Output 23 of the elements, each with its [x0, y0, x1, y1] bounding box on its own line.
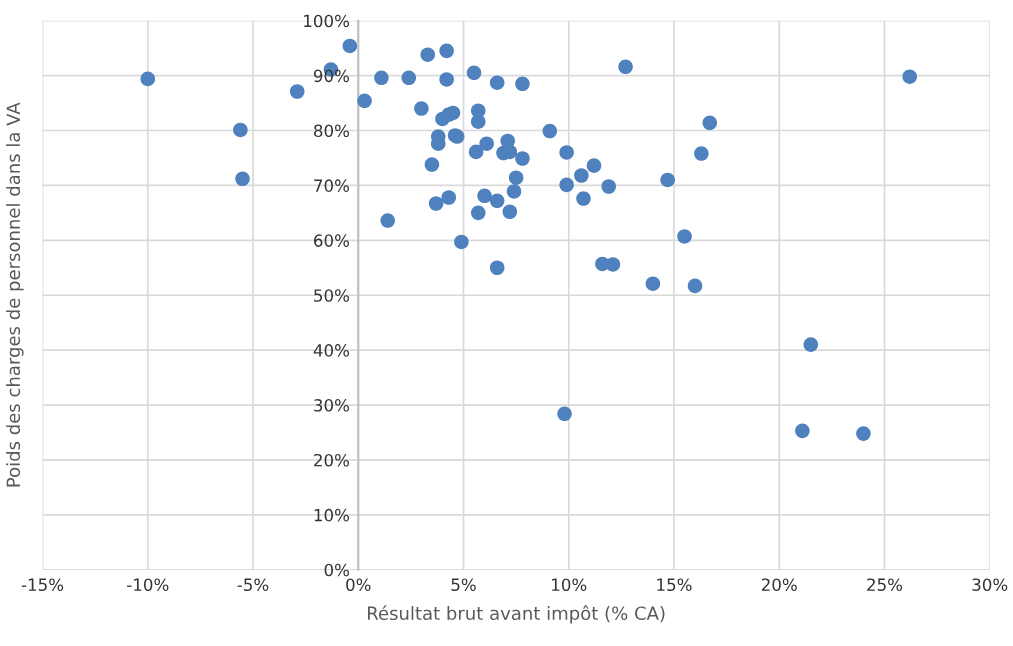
y-tick-label: 40%: [313, 344, 350, 357]
y-tick-label: 60%: [314, 234, 350, 247]
x-tick-label: 10%: [552, 578, 587, 592]
x-tick-label: 30%: [972, 578, 1008, 592]
x-tick-label: 15%: [657, 578, 692, 592]
x-tick-label: 25%: [867, 578, 903, 592]
y-tick-label: 70%: [314, 179, 350, 192]
y-tick-label: 30%: [314, 399, 350, 412]
y-tick-label: 100%: [304, 14, 350, 28]
x-tick-label: -5%: [237, 578, 269, 592]
x-tick-label: -10%: [127, 578, 169, 592]
x-axis-title: Résultat brut avant impôt (% CA): [368, 605, 665, 624]
y-tick-label: 20%: [314, 453, 350, 467]
y-tick-label: 50%: [314, 289, 350, 302]
x-tick-label: 5%: [451, 578, 476, 592]
y-tick-label: 90%: [313, 69, 350, 83]
x-tick-label: -15%: [21, 578, 64, 592]
y-axis-title: Poids des charges de personnel dans la VA: [6, 102, 24, 487]
y-tick-label: 10%: [314, 508, 350, 522]
x-tick-label: 0%: [346, 578, 371, 592]
y-tick-label: 80%: [314, 124, 350, 138]
x-tick-label: 20%: [761, 578, 797, 592]
y-tick-label: 0%: [324, 563, 350, 577]
